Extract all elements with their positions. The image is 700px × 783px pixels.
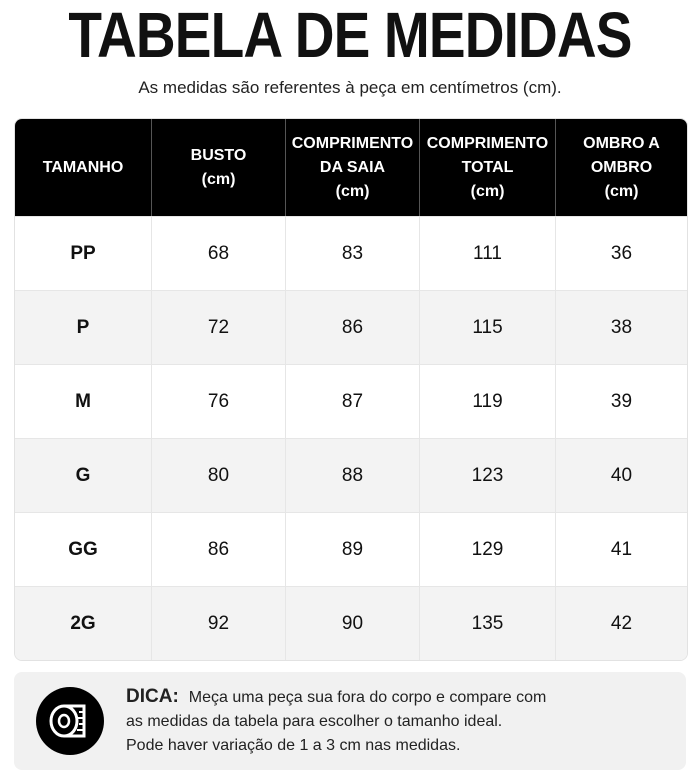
measure-cell: 123 xyxy=(419,438,555,512)
title: TABELA DE MEDIDAS xyxy=(68,0,632,71)
size-cell: 2G xyxy=(15,586,151,660)
measure-cell: 72 xyxy=(151,290,285,364)
header-line: DA SAIA xyxy=(319,158,386,176)
tip-box: DICA: Meça uma peça sua fora do corpo e c… xyxy=(14,672,686,770)
header-line: OMBRO xyxy=(590,158,653,176)
measure-cell: 86 xyxy=(151,512,285,586)
column-header: COMPRIMENTO DA SAIA (cm) xyxy=(285,119,419,216)
tape-icon xyxy=(36,687,104,755)
header-row: TAMANHO BUSTO (cm) COMPRIMENTO DA SAIA (cm) CO… xyxy=(15,119,687,216)
measure-cell: 39 xyxy=(555,364,687,438)
header-line: COMPRIMENTO xyxy=(291,134,414,152)
measure-cell: 83 xyxy=(285,216,419,290)
measure-cell: 36 xyxy=(555,216,687,290)
header-line: BUSTO xyxy=(190,146,247,164)
measure-cell: 41 xyxy=(555,512,687,586)
header-line: (cm) xyxy=(470,182,505,200)
header-line: TAMANHO xyxy=(42,158,124,176)
measure-cell: 129 xyxy=(419,512,555,586)
header-line: (cm) xyxy=(335,182,370,200)
tip-label: DICA: xyxy=(126,686,179,707)
measure-cell: 42 xyxy=(555,586,687,660)
table-row: PP 68 83 111 36 xyxy=(15,216,687,290)
table-body: PP 68 83 111 36 P 72 86 115 38 M 76 87 119 39 G 80 88 123 4… xyxy=(15,216,687,660)
column-header: BUSTO (cm) xyxy=(151,119,285,216)
measure-cell: 76 xyxy=(151,364,285,438)
measure-cell: 89 xyxy=(285,512,419,586)
measure-cell: 80 xyxy=(151,438,285,512)
tip-line: as medidas da tabela para escolher o tam… xyxy=(126,713,503,730)
measure-cell: 87 xyxy=(285,364,419,438)
tip-line: Meça uma peça sua fora do corpo e compar… xyxy=(188,689,547,706)
size-cell: M xyxy=(15,364,151,438)
subtitle: As medidas são referentes à peça em cent… xyxy=(138,78,562,97)
measure-cell: 38 xyxy=(555,290,687,364)
measure-cell: 119 xyxy=(419,364,555,438)
tip-text: DICA: Meça uma peça sua fora do corpo e c… xyxy=(126,685,546,758)
header-line: COMPRIMENTO xyxy=(426,134,549,152)
size-table: TAMANHO BUSTO (cm) COMPRIMENTO DA SAIA (cm) CO… xyxy=(14,118,688,661)
header-line: TOTAL xyxy=(461,158,514,176)
size-cell: G xyxy=(15,438,151,512)
column-header: COMPRIMENTO TOTAL (cm) xyxy=(419,119,555,216)
table-row: 2G 92 90 135 42 xyxy=(15,586,687,660)
column-header: OMBRO A OMBRO (cm) xyxy=(555,119,687,216)
table-row: G 80 88 123 40 xyxy=(15,438,687,512)
header-line: OMBRO A xyxy=(583,134,660,152)
measure-cell: 68 xyxy=(151,216,285,290)
measure-cell: 40 xyxy=(555,438,687,512)
column-header: TAMANHO xyxy=(15,119,151,216)
measure-cell: 115 xyxy=(419,290,555,364)
measure-cell: 88 xyxy=(285,438,419,512)
header-line: (cm) xyxy=(604,182,639,200)
table-row: M 76 87 119 39 xyxy=(15,364,687,438)
measure-cell: 86 xyxy=(285,290,419,364)
tip-line: Pode haver variação de 1 a 3 cm nas medi… xyxy=(126,737,461,754)
measure-cell: 135 xyxy=(419,586,555,660)
size-cell: GG xyxy=(15,512,151,586)
table-row: GG 86 89 129 41 xyxy=(15,512,687,586)
measure-cell: 111 xyxy=(419,216,555,290)
size-cell: P xyxy=(15,290,151,364)
measure-cell: 90 xyxy=(285,586,419,660)
measure-cell: 92 xyxy=(151,586,285,660)
table-row: P 72 86 115 38 xyxy=(15,290,687,364)
header-line: (cm) xyxy=(201,170,236,188)
size-cell: PP xyxy=(15,216,151,290)
